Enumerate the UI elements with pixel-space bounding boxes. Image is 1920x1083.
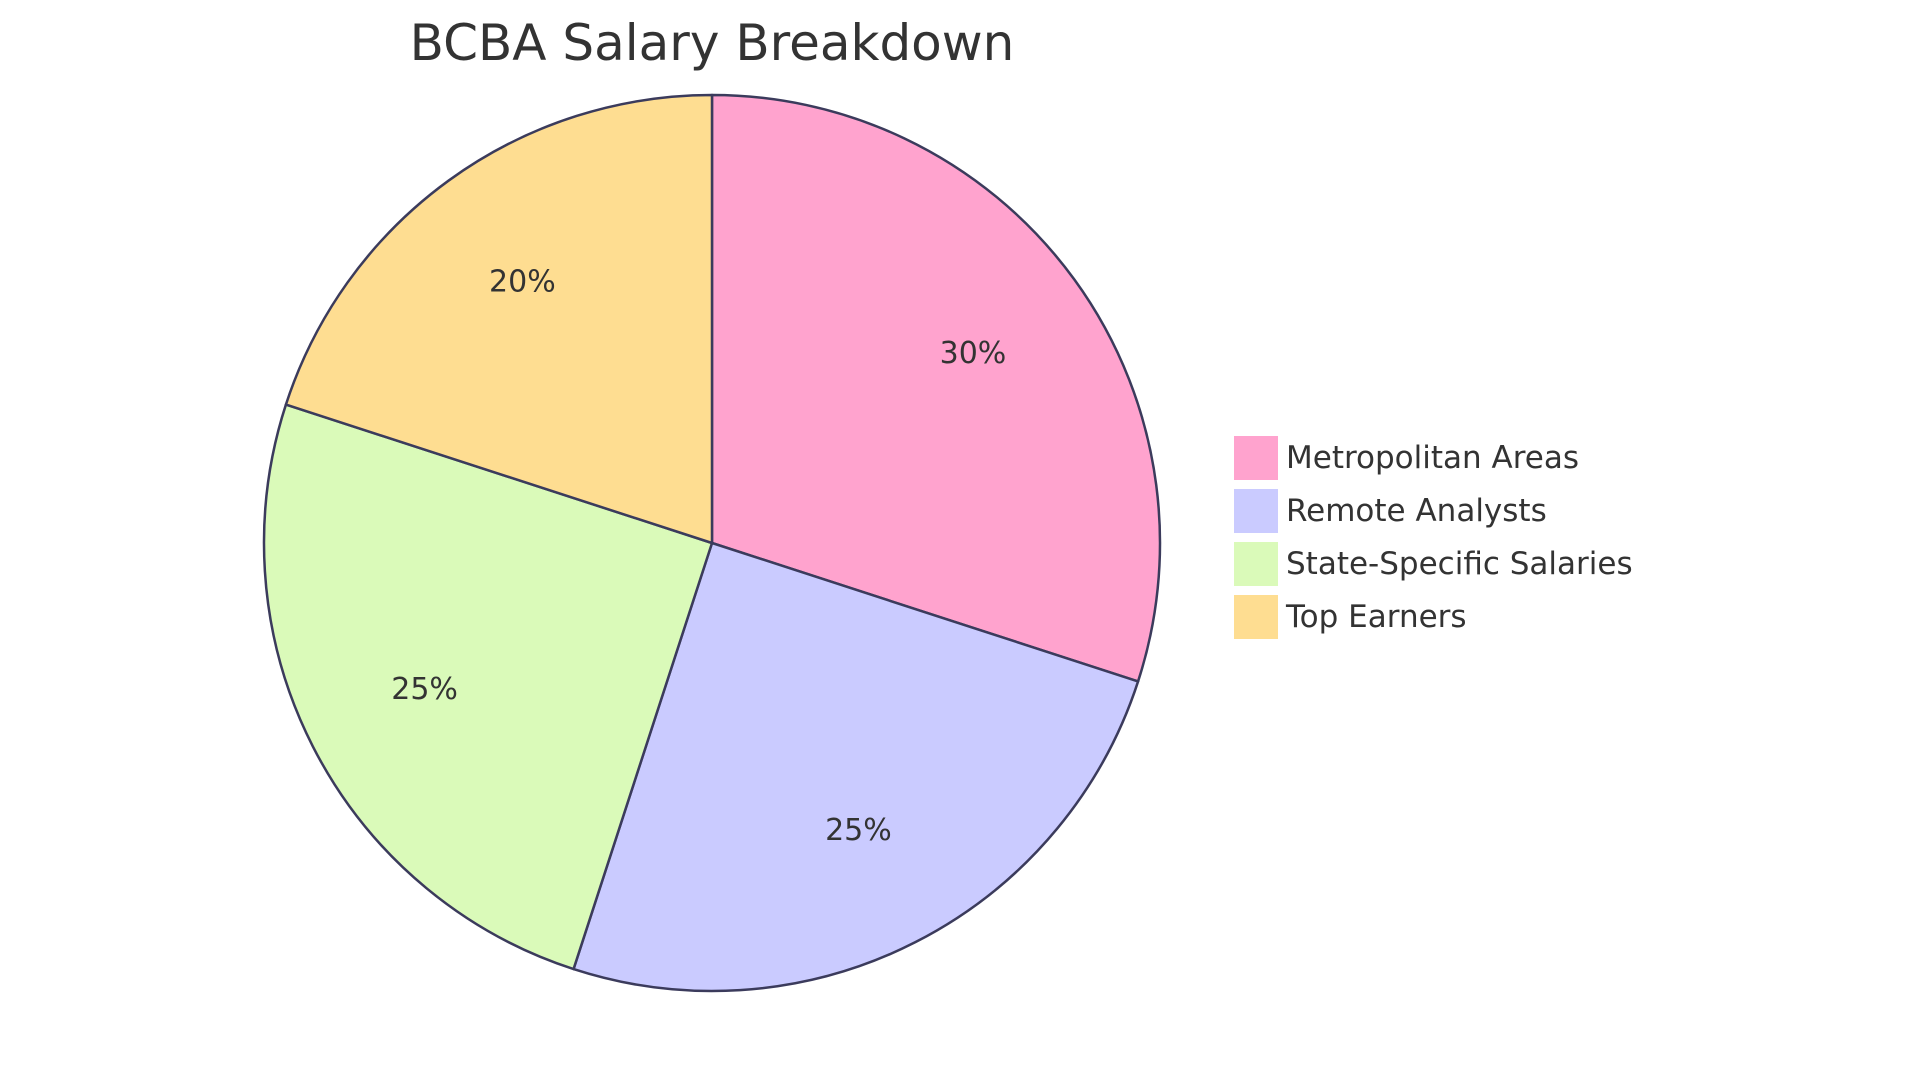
chart-title: BCBA Salary Breakdown [410, 14, 1015, 72]
slice-label-remote-analysts: 25% [825, 813, 892, 848]
pie-slice-metropolitan-areas [710, 93, 1162, 683]
legend-swatch-top-earners [1234, 595, 1278, 639]
pie-slice-top-earners [284, 93, 714, 545]
legend: Metropolitan Areas Remote Analysts State-S… [1234, 436, 1633, 639]
pie-slice-state-specific-salaries [262, 403, 714, 971]
legend-label-top-earners: Top Earners [1285, 599, 1467, 635]
pie-slice-remote-analysts [572, 541, 1140, 993]
pie-slice-labels: 30% 25% 25% 20% [391, 265, 1006, 848]
legend-swatch-state-specific-salaries [1234, 542, 1278, 586]
legend-swatch-remote-analysts [1234, 489, 1278, 533]
legend-label-remote-analysts: Remote Analysts [1286, 493, 1547, 529]
legend-swatch-metropolitan-areas [1234, 436, 1278, 480]
legend-label-state-specific-salaries: State-Specific Salaries [1286, 546, 1633, 582]
slice-label-state-specific-salaries: 25% [391, 672, 458, 707]
slice-label-top-earners: 20% [489, 265, 556, 300]
pie-slices [262, 93, 1162, 993]
legend-label-metropolitan-areas: Metropolitan Areas [1286, 440, 1579, 476]
slice-label-metropolitan-areas: 30% [940, 336, 1007, 371]
